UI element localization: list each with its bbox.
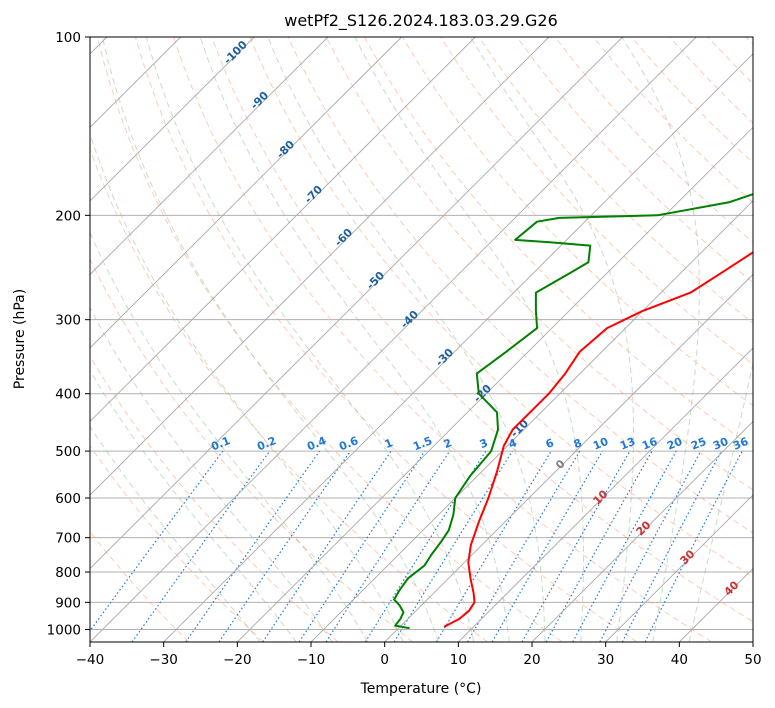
temperature-profile bbox=[443, 251, 753, 628]
isotherm bbox=[384, 273, 753, 642]
mixing-ratio-label: 20 bbox=[665, 435, 684, 453]
mixing-ratio-line bbox=[218, 450, 351, 642]
mixing-ratio-label: 1 bbox=[383, 436, 395, 451]
pressure-grid bbox=[90, 37, 753, 630]
mixing-ratio-label: 2 bbox=[442, 436, 454, 451]
x-tick-label: 30 bbox=[597, 652, 614, 668]
isotherm bbox=[90, 37, 329, 276]
mixing-ratio-line bbox=[131, 450, 271, 642]
y-tick-label: 200 bbox=[55, 208, 81, 224]
moist-adiabat bbox=[688, 361, 753, 642]
y-tick-label: 600 bbox=[55, 491, 81, 507]
dry-adiabat bbox=[90, 445, 264, 642]
moist-adiabat bbox=[90, 132, 404, 642]
mixing-ratio-line bbox=[262, 450, 392, 642]
moist-adiabat bbox=[90, 231, 369, 642]
dry-adiabat bbox=[249, 37, 753, 578]
mixing-ratio-line bbox=[364, 450, 487, 642]
y-tick-label: 300 bbox=[55, 313, 81, 329]
x-tick-label: −10 bbox=[297, 652, 326, 668]
x-tick-label: −40 bbox=[76, 652, 105, 668]
moist-adiabats bbox=[90, 37, 753, 642]
dry-adiabat bbox=[134, 37, 638, 642]
dry-adiabat bbox=[90, 258, 414, 642]
isotherm bbox=[458, 347, 753, 642]
mixing-ratio-label: 8 bbox=[572, 436, 584, 451]
y-tick-label: 900 bbox=[55, 595, 81, 611]
mixing-ratio-label: 30 bbox=[711, 435, 730, 453]
dry-adiabats bbox=[90, 37, 753, 642]
isotherm bbox=[90, 37, 476, 423]
isotherm bbox=[605, 494, 753, 642]
y-tick-label: 100 bbox=[55, 30, 81, 46]
x-tick-label: 40 bbox=[671, 652, 688, 668]
mixing-ratio-line bbox=[521, 450, 631, 642]
moist-adiabat bbox=[145, 37, 475, 642]
moist-adiabat bbox=[101, 37, 439, 642]
dry-adiabat bbox=[287, 37, 753, 534]
mixing-ratio-lines bbox=[90, 450, 743, 642]
dewpoint-profile bbox=[393, 193, 753, 630]
mixing-ratio-label: 3 bbox=[478, 436, 490, 451]
axes: −40 −30 −20 −10 0 10 20 30 40 50 100 200 300 400 500 60… bbox=[47, 30, 762, 668]
y-tick-label: 1000 bbox=[47, 622, 81, 638]
moist-adiabat bbox=[199, 37, 510, 642]
y-tick-label: 400 bbox=[55, 387, 81, 403]
dry-adiabat bbox=[96, 37, 563, 642]
isotherm bbox=[90, 37, 402, 349]
moist-adiabat bbox=[90, 306, 333, 642]
mixing-ratio-label: 10 bbox=[591, 435, 610, 453]
x-tick-label: 10 bbox=[450, 652, 467, 668]
isotherm bbox=[237, 126, 753, 642]
isotherm bbox=[531, 420, 753, 642]
x-tick-label: 20 bbox=[523, 652, 540, 668]
mixing-ratio-line bbox=[90, 450, 224, 632]
mixing-ratio-line bbox=[185, 450, 321, 642]
isotherm bbox=[90, 37, 623, 570]
mixing-ratio-line bbox=[644, 450, 743, 642]
chart-title: wetPf2_S126.2024.183.03.29.G26 bbox=[284, 11, 558, 31]
mixing-ratio-label: 36 bbox=[731, 435, 750, 453]
mixing-ratio-line bbox=[393, 450, 513, 642]
moist-adiabat bbox=[621, 37, 700, 642]
isotherm bbox=[90, 37, 697, 642]
profile-series bbox=[393, 193, 753, 630]
plot-area: -100-90-80-70-60-50-40-30-20-10010203040… bbox=[90, 37, 753, 642]
isotherms bbox=[90, 37, 753, 642]
mixing-ratio-label: 25 bbox=[689, 435, 708, 453]
dry-adiabat bbox=[325, 37, 753, 491]
mixing-ratio-label: 16 bbox=[640, 435, 659, 453]
x-tick-label: −20 bbox=[223, 652, 252, 668]
x-tick-label: 0 bbox=[380, 652, 389, 668]
dry-adiabat bbox=[90, 355, 339, 642]
mixing-ratio-line bbox=[572, 450, 677, 642]
isotherm bbox=[163, 53, 753, 642]
dry-adiabat bbox=[173, 37, 712, 642]
y-axis-label: Pressure (hPa) bbox=[12, 289, 28, 389]
y-tick-label: 800 bbox=[55, 565, 81, 581]
mixing-ratio-line bbox=[545, 450, 653, 642]
x-axis-label: Temperature (°C) bbox=[360, 681, 482, 697]
mixing-ratio-label: 13 bbox=[618, 435, 637, 453]
moist-adiabat bbox=[90, 425, 261, 642]
dry-adiabat bbox=[211, 37, 753, 623]
dry-adiabat bbox=[516, 37, 753, 284]
isotherm bbox=[90, 37, 550, 496]
moist-adiabat bbox=[354, 37, 584, 642]
x-tick-label: 50 bbox=[744, 652, 761, 668]
isotherm bbox=[90, 37, 255, 202]
mixing-ratio-line bbox=[298, 450, 426, 642]
moist-adiabat bbox=[90, 369, 297, 642]
moist-adiabat bbox=[267, 37, 546, 642]
mixing-ratio-line bbox=[325, 450, 451, 642]
y-tick-label: 700 bbox=[55, 531, 81, 547]
x-tick-label: −30 bbox=[149, 652, 178, 668]
y-tick-label: 500 bbox=[55, 444, 81, 460]
isotherm bbox=[310, 200, 753, 642]
plot-frame bbox=[89, 36, 754, 643]
